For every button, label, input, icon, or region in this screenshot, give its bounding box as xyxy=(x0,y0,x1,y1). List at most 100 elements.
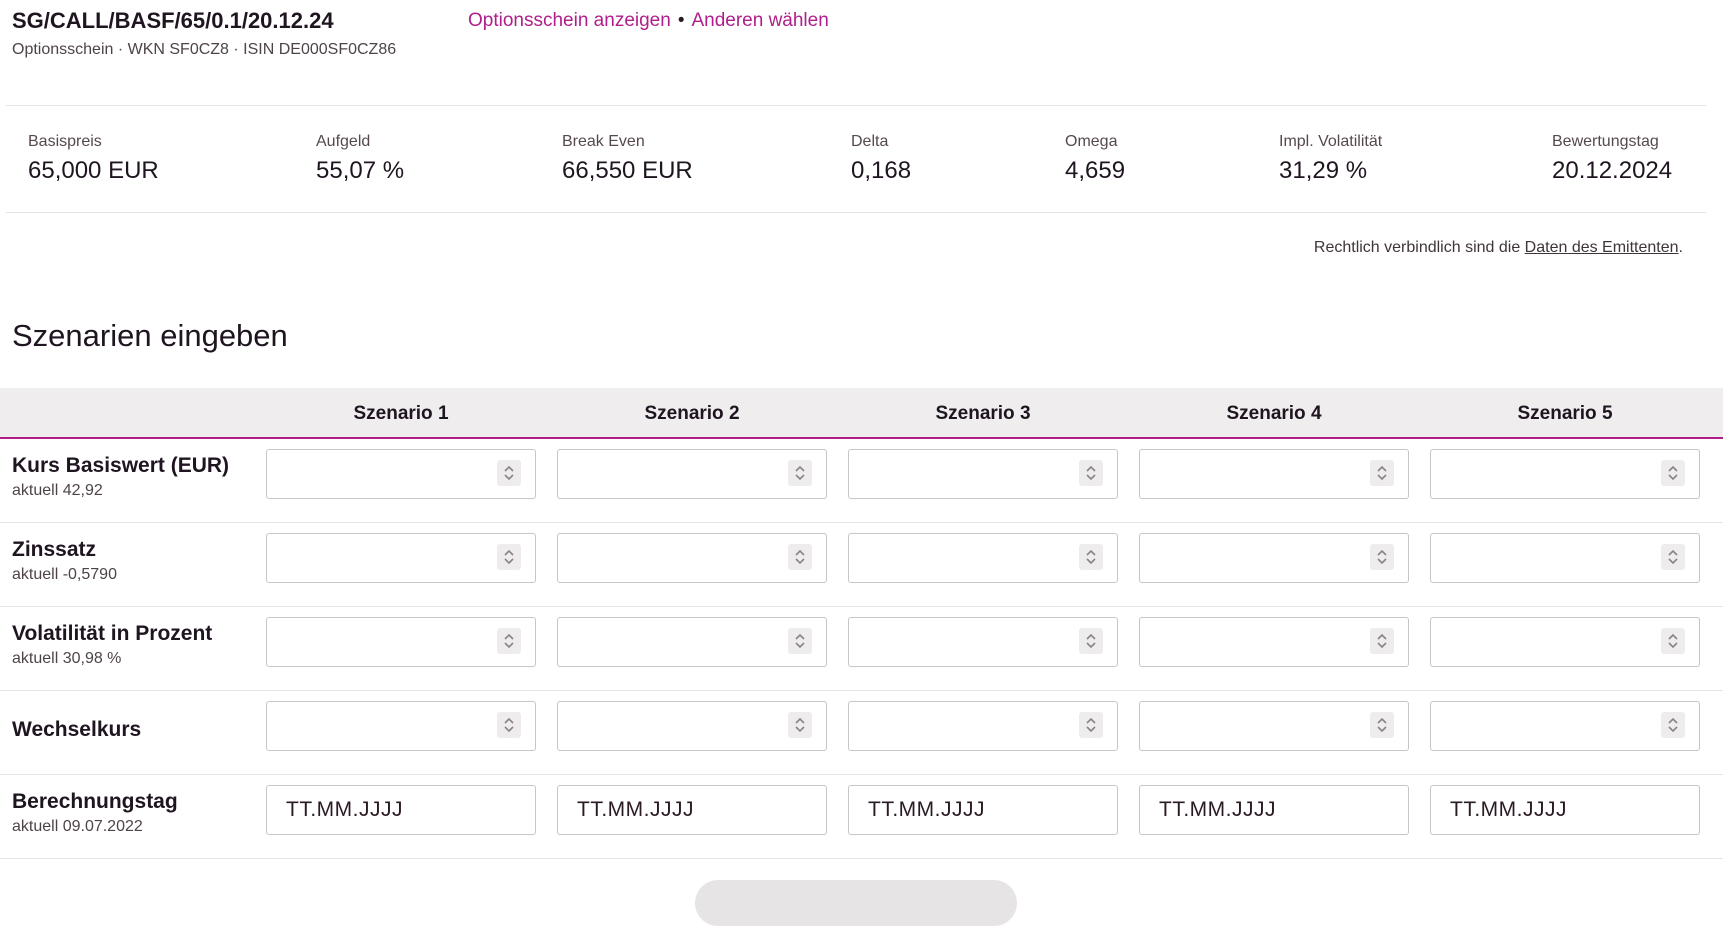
stepper-icon[interactable] xyxy=(788,544,812,570)
key-figures: Basispreis 65,000 EUR Aufgeld 55,07 % Br… xyxy=(6,107,1706,212)
kpi-value: 66,550 EUR xyxy=(562,157,693,184)
stepper-icon[interactable] xyxy=(788,628,812,654)
row-title: Berechnungstag xyxy=(12,790,178,813)
stepper-icon[interactable] xyxy=(1370,712,1394,738)
kpi-value: 65,000 EUR xyxy=(28,157,159,184)
stepper-icon[interactable] xyxy=(788,460,812,486)
table-row: Volatilität in Prozent aktuell 30,98 % xyxy=(0,607,1723,691)
stepper-icon[interactable] xyxy=(1661,628,1685,654)
stepper-icon[interactable] xyxy=(1370,544,1394,570)
date-placeholder: TT.MM.JJJJ xyxy=(577,798,694,821)
kpi-label: Basispreis xyxy=(28,133,102,150)
stepper-icon[interactable] xyxy=(1661,712,1685,738)
scenario-5-exchange-rate-input[interactable] xyxy=(1430,701,1700,751)
table-row: Kurs Basiswert (EUR) aktuell 42,92 xyxy=(0,439,1723,523)
column-header: Szenario 5 xyxy=(1517,403,1613,424)
row-current-value: aktuell 09.07.2022 xyxy=(12,818,143,835)
instrument-subtitle: Optionsschein · WKN SF0CZ8 · ISIN DE000S… xyxy=(12,41,397,58)
stepper-icon[interactable] xyxy=(497,628,521,654)
column-header: Szenario 4 xyxy=(1226,403,1322,424)
stepper-icon[interactable] xyxy=(1079,544,1103,570)
scenario-4-volatility-input[interactable] xyxy=(1139,617,1409,667)
scenario-1-exchange-rate-input[interactable] xyxy=(266,701,536,751)
row-current-value: aktuell 30,98 % xyxy=(12,650,122,667)
scenario-4-exchange-rate-input[interactable] xyxy=(1139,701,1409,751)
kpi-omega: Omega 4,659 xyxy=(1065,133,1125,185)
stepper-icon[interactable] xyxy=(788,712,812,738)
scenario-2-exchange-rate-input[interactable] xyxy=(557,701,827,751)
kpi-value: 4,659 xyxy=(1065,157,1126,184)
scenario-1-underlying-input[interactable] xyxy=(266,449,536,499)
scenario-5-volatility-input[interactable] xyxy=(1430,617,1700,667)
column-header: Szenario 3 xyxy=(935,403,1031,424)
scenario-4-interest-input[interactable] xyxy=(1139,533,1409,583)
section-title: Szenarien eingeben xyxy=(12,318,288,353)
stepper-icon[interactable] xyxy=(1661,544,1685,570)
scenario-2-interest-input[interactable] xyxy=(557,533,827,583)
table-row: Wechselkurs xyxy=(0,691,1723,775)
scenario-4-underlying-input[interactable] xyxy=(1139,449,1409,499)
scenario-2-volatility-input[interactable] xyxy=(557,617,827,667)
stepper-icon[interactable] xyxy=(1370,460,1394,486)
kpi-value: 20.12.2024 xyxy=(1552,157,1673,184)
scenario-1-interest-input[interactable] xyxy=(266,533,536,583)
row-current-value: aktuell -0,5790 xyxy=(12,566,117,583)
scenario-3-interest-input[interactable] xyxy=(848,533,1118,583)
date-placeholder: TT.MM.JJJJ xyxy=(868,798,985,821)
scenario-5-date-input[interactable]: TT.MM.JJJJ xyxy=(1430,785,1700,835)
kpi-impl-volatility: Impl. Volatilität 31,29 % xyxy=(1279,133,1382,185)
scenario-table-header: Szenario 1 Szenario 2 Szenario 3 Szenari… xyxy=(0,388,1723,439)
stepper-icon[interactable] xyxy=(1661,460,1685,486)
kpi-label: Delta xyxy=(851,133,889,150)
column-header: Szenario 2 xyxy=(644,403,740,424)
row-current-value: aktuell 42,92 xyxy=(12,482,103,499)
kpi-break-even: Break Even 66,550 EUR xyxy=(562,133,693,185)
kpi-value: 55,07 % xyxy=(316,157,405,184)
scenario-4-date-input[interactable]: TT.MM.JJJJ xyxy=(1139,785,1409,835)
scenario-3-exchange-rate-input[interactable] xyxy=(848,701,1118,751)
kpi-basispreis: Basispreis 65,000 EUR xyxy=(28,133,159,185)
scenario-5-underlying-input[interactable] xyxy=(1430,449,1700,499)
date-placeholder: TT.MM.JJJJ xyxy=(1450,798,1567,821)
scenario-1-date-input[interactable]: TT.MM.JJJJ xyxy=(266,785,536,835)
divider xyxy=(6,105,1706,106)
scenario-2-date-input[interactable]: TT.MM.JJJJ xyxy=(557,785,827,835)
header-links: Optionsschein anzeigen • Anderen wählen xyxy=(468,10,829,32)
legal-prefix: Rechtlich verbindlich sind die xyxy=(1313,239,1525,256)
kpi-valuation-date: Bewertungstag 20.12.2024 xyxy=(1552,133,1672,185)
stepper-icon[interactable] xyxy=(1370,628,1394,654)
scenario-2-underlying-input[interactable] xyxy=(557,449,827,499)
row-label: Wechselkurs xyxy=(12,718,141,742)
stepper-icon[interactable] xyxy=(1079,460,1103,486)
stepper-icon[interactable] xyxy=(1079,628,1103,654)
stepper-icon[interactable] xyxy=(1079,712,1103,738)
stepper-icon[interactable] xyxy=(497,712,521,738)
scenario-5-interest-input[interactable] xyxy=(1430,533,1700,583)
row-title: Zinssatz xyxy=(12,538,97,561)
instrument-header: SG/CALL/BASF/65/0.1/20.12.24 Optionssche… xyxy=(12,8,1712,68)
issuer-data-link[interactable]: Daten des Emittenten xyxy=(1524,239,1679,256)
calculate-button[interactable] xyxy=(695,880,1017,926)
date-placeholder: TT.MM.JJJJ xyxy=(286,798,403,821)
date-placeholder: TT.MM.JJJJ xyxy=(1159,798,1276,821)
scenario-1-volatility-input[interactable] xyxy=(266,617,536,667)
row-title: Wechselkurs xyxy=(12,718,142,741)
stepper-icon[interactable] xyxy=(497,460,521,486)
row-title: Volatilität in Prozent xyxy=(12,622,213,645)
kpi-label: Aufgeld xyxy=(316,133,371,150)
show-warrant-link[interactable]: Optionsschein anzeigen xyxy=(468,10,671,31)
stepper-icon[interactable] xyxy=(497,544,521,570)
column-header: Szenario 1 xyxy=(353,403,449,424)
kpi-label: Break Even xyxy=(562,133,645,150)
choose-other-link[interactable]: Anderen wählen xyxy=(691,10,829,31)
row-label: Berechnungstag aktuell 09.07.2022 xyxy=(12,790,178,836)
link-separator: • xyxy=(677,10,685,31)
kpi-value: 0,168 xyxy=(851,157,912,184)
kpi-delta: Delta 0,168 xyxy=(851,133,911,185)
kpi-value: 31,29 % xyxy=(1279,157,1368,184)
scenario-3-underlying-input[interactable] xyxy=(848,449,1118,499)
kpi-aufgeld: Aufgeld 55,07 % xyxy=(316,133,404,185)
scenario-3-date-input[interactable]: TT.MM.JJJJ xyxy=(848,785,1118,835)
scenario-3-volatility-input[interactable] xyxy=(848,617,1118,667)
row-title: Kurs Basiswert (EUR) xyxy=(12,454,230,477)
